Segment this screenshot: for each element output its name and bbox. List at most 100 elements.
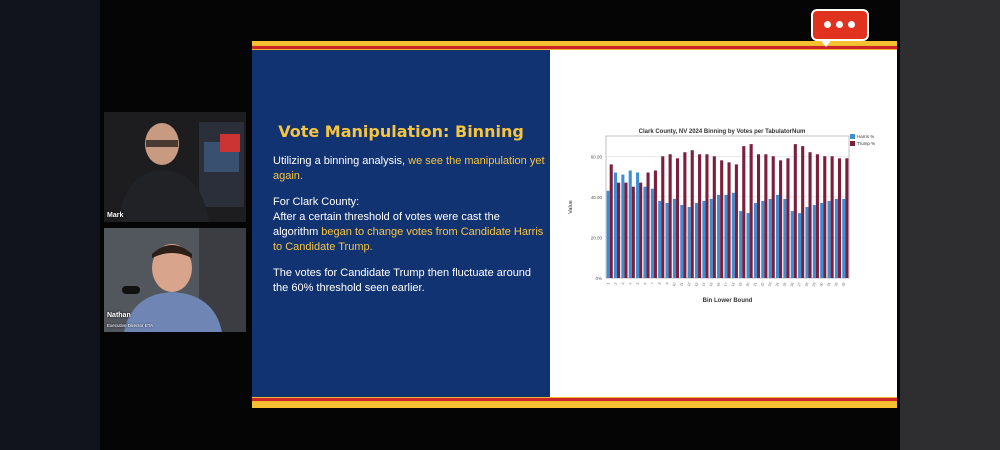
slide-text: After a certain threshold of votes were … xyxy=(273,211,500,238)
bar-trump xyxy=(815,154,819,278)
slide-text: Utilizing a binning analysis, xyxy=(273,155,409,167)
x-tick-label: 15 xyxy=(709,282,714,287)
bar-trump xyxy=(837,158,842,278)
x-tick-label: 4 xyxy=(628,282,632,285)
bar-harris xyxy=(834,198,838,278)
participant-subtitle-nathan: Executive Director ETA xyxy=(107,323,154,328)
bar-trump xyxy=(668,154,672,278)
x-tick-label: 16 xyxy=(716,282,721,287)
bar-trump xyxy=(779,160,783,278)
bar-trump xyxy=(624,182,628,278)
mark-video xyxy=(104,112,246,222)
y-tick-label: 0% xyxy=(595,276,602,281)
dot-icon xyxy=(824,21,831,28)
x-tick-label: 19 xyxy=(738,282,743,287)
bar-trump xyxy=(720,160,724,278)
bar-harris xyxy=(790,211,794,278)
bar-harris xyxy=(783,198,787,278)
bar-trump xyxy=(749,144,753,278)
slide-highlight: we see the manipulation yet again. xyxy=(273,155,545,182)
y-tick-label: 60.00 xyxy=(591,154,603,159)
x-tick-label: 14 xyxy=(701,282,706,287)
bar-harris xyxy=(613,172,618,278)
y-tick-label: 40.00 xyxy=(591,195,603,200)
bar-trump xyxy=(742,146,746,278)
bar-trump xyxy=(771,156,775,278)
x-tick-label: 20 xyxy=(745,282,750,287)
x-tick-label: 30 xyxy=(819,282,824,287)
legend-swatch xyxy=(850,134,855,139)
x-tick-label: 3 xyxy=(621,282,625,285)
bar-harris xyxy=(820,202,824,278)
x-tick-label: 2 xyxy=(614,282,618,285)
x-tick-label: 9 xyxy=(665,282,669,285)
x-tick-label: 22 xyxy=(760,282,765,287)
bar-trump xyxy=(801,146,805,278)
bar-harris xyxy=(768,198,772,278)
x-tick-label: 23 xyxy=(768,282,773,287)
chart-title: Clark County, NV 2024 Binning by Votes p… xyxy=(639,129,806,135)
camera-tile-mark[interactable]: Mark xyxy=(104,112,246,222)
bar-harris xyxy=(709,198,713,278)
participant-name-nathan: Nathan xyxy=(107,312,131,319)
x-tick-label: 6 xyxy=(643,282,647,285)
x-tick-label: 8 xyxy=(658,282,662,285)
slide-body: Utilizing a binning analysis, we see the… xyxy=(273,154,545,307)
bar-harris xyxy=(812,204,816,278)
bar-harris xyxy=(827,200,831,278)
bar-trump xyxy=(653,170,657,278)
left-background xyxy=(0,0,100,450)
x-tick-label: 7 xyxy=(650,282,654,285)
bar-harris xyxy=(606,190,610,278)
x-tick-label: 18 xyxy=(731,282,736,287)
x-tick-label: 11 xyxy=(679,282,684,287)
legend-label: Harris % xyxy=(857,134,874,139)
bar-harris xyxy=(717,194,721,278)
bar-trump xyxy=(705,154,709,278)
x-tick-label: 17 xyxy=(723,282,728,287)
bar-harris xyxy=(665,202,669,278)
bar-trump xyxy=(617,182,621,278)
bar-trump xyxy=(675,158,680,278)
bar-harris xyxy=(628,170,632,278)
slide-chart-panel: Clark County, NV 2024 Binning by Votes p… xyxy=(550,50,897,397)
x-tick-label: 12 xyxy=(687,282,692,287)
nathan-video xyxy=(104,228,246,332)
legend-label: Trump % xyxy=(857,141,875,146)
bar-trump xyxy=(764,154,768,278)
x-axis-label: Bin Lower Bound xyxy=(703,298,753,304)
bar-trump xyxy=(830,156,834,278)
bar-trump xyxy=(823,156,827,278)
bar-harris xyxy=(621,174,625,278)
bar-trump xyxy=(661,156,665,278)
bar-trump xyxy=(727,162,731,278)
bar-harris xyxy=(775,194,780,278)
x-tick-label: 26 xyxy=(790,282,795,287)
bar-harris xyxy=(658,200,662,278)
bar-harris xyxy=(842,198,846,278)
bar-harris xyxy=(694,202,699,278)
bar-trump xyxy=(683,152,687,278)
x-tick-label: 1 xyxy=(606,282,610,285)
x-tick-label: 33 xyxy=(841,282,846,287)
bar-harris xyxy=(687,207,691,278)
x-tick-label: 10 xyxy=(672,282,677,287)
x-tick-label: 32 xyxy=(834,282,839,287)
bar-trump xyxy=(808,152,812,278)
binning-bar-chart: Clark County, NV 2024 Binning by Votes p… xyxy=(568,129,875,304)
bar-harris xyxy=(746,213,750,278)
x-tick-label: 27 xyxy=(797,282,802,287)
slide-stripe xyxy=(252,46,897,49)
x-tick-label: 25 xyxy=(782,282,787,287)
slide-text: For Clark County: xyxy=(273,196,360,208)
bar-trump xyxy=(639,182,643,278)
x-tick-label: 24 xyxy=(775,282,780,287)
camera-tile-nathan[interactable]: Nathan Executive Director ETA xyxy=(104,228,246,332)
bar-trump xyxy=(793,144,797,278)
participant-name-mark: Mark xyxy=(107,212,124,219)
bar-harris xyxy=(702,200,706,278)
x-tick-label: 29 xyxy=(812,282,817,287)
presentation-slide: Vote Manipulation: Binning Utilizing a b… xyxy=(252,41,897,408)
chat-bubble-icon[interactable] xyxy=(811,9,869,41)
x-tick-label: 31 xyxy=(826,282,831,287)
